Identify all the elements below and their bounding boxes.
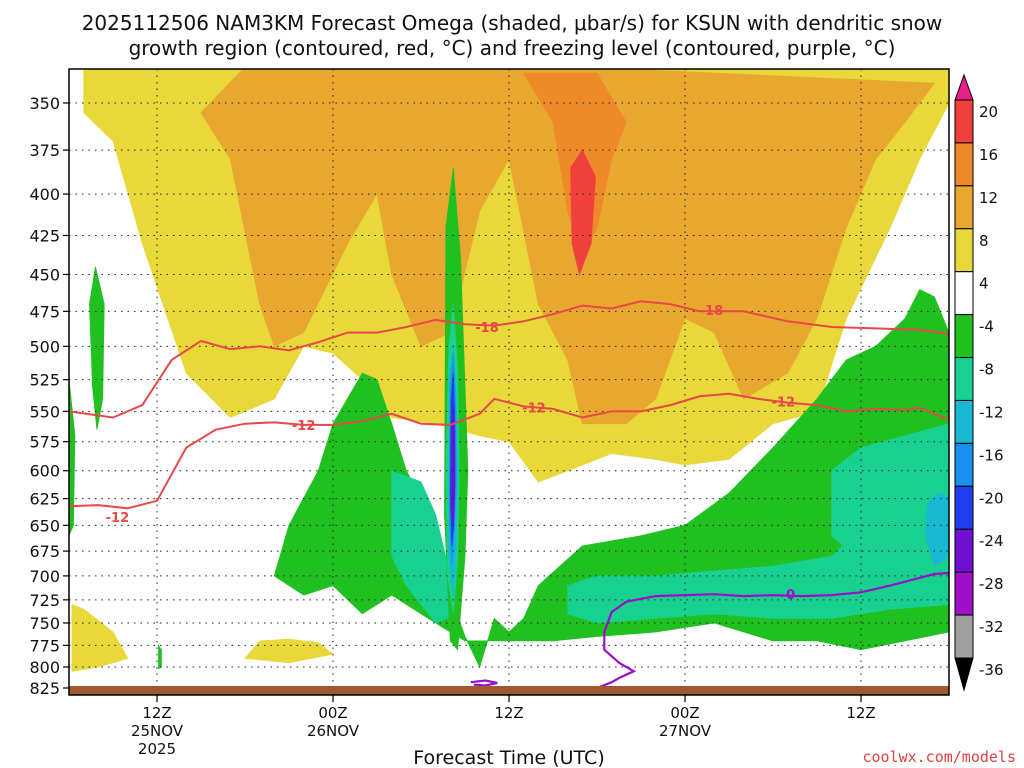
colorbar-segment <box>954 442 974 487</box>
omega-region <box>567 447 949 624</box>
colorbar-segment <box>954 357 974 401</box>
colorbar-segment <box>954 657 974 692</box>
colorbar-segment <box>954 271 974 316</box>
contour-lines <box>69 300 949 690</box>
contour-label: -12 <box>522 402 546 417</box>
x-tick-label: 12Z <box>142 704 171 722</box>
ground-surface <box>69 686 949 695</box>
omega-region <box>570 149 596 276</box>
x-tick-label: 25NOV <box>131 722 184 740</box>
colorbar-label: -36 <box>979 661 1004 679</box>
y-tick-label: 475 <box>29 302 60 321</box>
x-tick-label: 00Z <box>318 704 347 722</box>
colorbar-label: -24 <box>979 532 1004 550</box>
contour-label: -18 <box>475 321 499 336</box>
colorbar-segment <box>954 73 974 101</box>
omega-region <box>200 69 936 425</box>
y-axis-ticks: 350 375 400 425 450 475 500 525 550 575 600 625 650 6… <box>29 94 69 698</box>
y-tick-label: 600 <box>29 462 60 481</box>
colorbar-label: 4 <box>979 275 989 293</box>
colorbar-segment <box>954 142 974 187</box>
dgz-contour-line <box>69 392 949 510</box>
contour-label: -12 <box>292 419 316 434</box>
dgz-contour-line <box>69 300 949 419</box>
y-tick-label: 725 <box>29 591 60 610</box>
y-tick-label: 550 <box>29 402 60 421</box>
colorbar-segment <box>954 614 974 659</box>
colorbar-segment <box>954 571 974 616</box>
colorbar-label: -8 <box>979 361 994 379</box>
colorbar-label: 12 <box>979 189 998 207</box>
y-tick-label: 750 <box>29 614 60 633</box>
colorbar-label: 8 <box>979 232 989 250</box>
colorbar-segment <box>954 228 974 273</box>
y-tick-label: 700 <box>29 567 60 586</box>
omega-region <box>925 492 949 567</box>
x-tick-label: 27NOV <box>659 722 712 740</box>
omega-region <box>451 405 455 526</box>
y-tick-label: 650 <box>29 516 60 535</box>
colorbar-label: -16 <box>979 446 1004 464</box>
x-axis-label: Forecast Time (UTC) <box>413 747 604 768</box>
y-tick-label: 675 <box>29 542 60 561</box>
x-tick-label: 12Z <box>846 704 875 722</box>
colorbar-segment <box>954 314 974 359</box>
y-tick-label: 450 <box>29 265 60 284</box>
colorbar-segment <box>954 99 974 144</box>
contour-labels: -18 -18 -12 -12 -12 -12 0 <box>106 304 796 603</box>
y-tick-label: 425 <box>29 226 60 245</box>
plot-area <box>69 69 949 695</box>
y-tick-label: 375 <box>29 141 60 160</box>
contour-label: -12 <box>772 395 796 410</box>
colorbar-label: -20 <box>979 489 1004 507</box>
freezing-level-contour <box>470 679 498 687</box>
omega-region <box>69 379 76 536</box>
contour-label: -12 <box>106 511 130 526</box>
chart-title-line1: 2025112506 NAM3KM Forecast Omega (shaded… <box>82 11 943 35</box>
colorbar-segment <box>954 528 974 573</box>
colorbar-segment <box>954 185 974 230</box>
y-tick-label: 500 <box>29 337 60 356</box>
x-tick-label: 00Z <box>670 704 699 722</box>
colorbar-label: 20 <box>979 103 998 121</box>
x-tick-label: 2025 <box>138 740 176 758</box>
y-tick-label: 775 <box>29 636 60 655</box>
chart-title-line2: growth region (contoured, red, °C) and f… <box>129 36 896 60</box>
omega-region <box>158 643 162 670</box>
colorbar-label: -32 <box>979 618 1004 636</box>
y-tick-label: 350 <box>29 94 60 113</box>
colorbar-segment <box>954 485 974 530</box>
freezing-level-contour <box>596 571 949 690</box>
colorbar-label: -28 <box>979 575 1004 593</box>
x-tick-label: 26NOV <box>307 722 360 740</box>
credit-text: coolwx.com/models <box>862 748 1016 766</box>
y-tick-label: 800 <box>29 658 60 677</box>
colorbar-segment <box>954 399 974 444</box>
y-tick-label: 525 <box>29 371 60 390</box>
x-tick-label: 12Z <box>494 704 523 722</box>
colorbar: 20 16 12 8 4 -4 -8 -12 -16 -20 -24 -28 -32 -36 <box>954 73 1004 692</box>
omega-region <box>71 603 129 672</box>
gridlines <box>69 69 949 695</box>
colorbar-label: 16 <box>979 146 998 164</box>
y-tick-label: 400 <box>29 185 60 204</box>
omega-region <box>89 266 105 430</box>
y-tick-label: 625 <box>29 490 60 509</box>
contour-label: -18 <box>700 304 724 319</box>
y-tick-label: 825 <box>29 679 60 698</box>
contour-label: 0 <box>786 588 795 603</box>
y-tick-label: 575 <box>29 433 60 452</box>
colorbar-label: -4 <box>979 318 994 336</box>
colorbar-label: -12 <box>979 403 1004 421</box>
